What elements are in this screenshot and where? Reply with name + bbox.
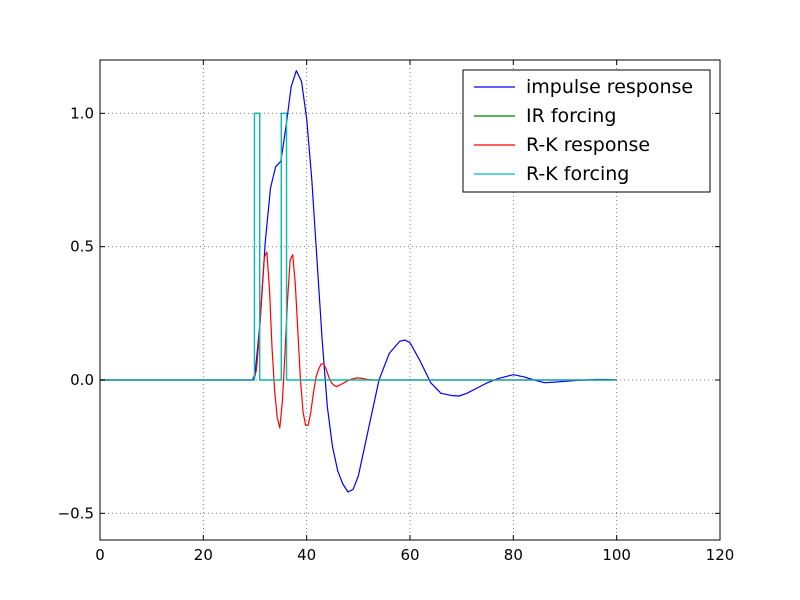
legend-label-r-k-forcing: R-K forcing xyxy=(526,163,629,185)
legend-label-ir-forcing: IR forcing xyxy=(526,105,616,127)
legend-label-impulse-response: impulse response xyxy=(526,76,693,98)
x-tick-label: 100 xyxy=(602,546,631,564)
x-tick-label: 80 xyxy=(504,546,523,564)
legend-label-r-k-response: R-K response xyxy=(526,134,650,156)
x-tick-label: 20 xyxy=(194,546,213,564)
series-lines xyxy=(100,70,617,493)
legend-box xyxy=(462,69,711,193)
x-tick-label: 120 xyxy=(706,546,735,564)
y-tick-label: 0.5 xyxy=(70,238,94,256)
series-line-r-k-forcing xyxy=(100,112,617,381)
x-tick-label: 0 xyxy=(95,546,105,564)
x-tick-label: 40 xyxy=(297,546,316,564)
axis-ticks: 0 20 40 60 80 100 120 −0.5 0.0 0.5 1.0 xyxy=(58,60,735,564)
y-tick-label: −0.5 xyxy=(58,504,94,522)
y-tick-label: 1.0 xyxy=(70,104,94,122)
x-tick-label: 60 xyxy=(400,546,419,564)
y-tick-label: 0.0 xyxy=(70,371,94,389)
legend: impulse response IR forcing R-K response R-… xyxy=(462,69,711,193)
